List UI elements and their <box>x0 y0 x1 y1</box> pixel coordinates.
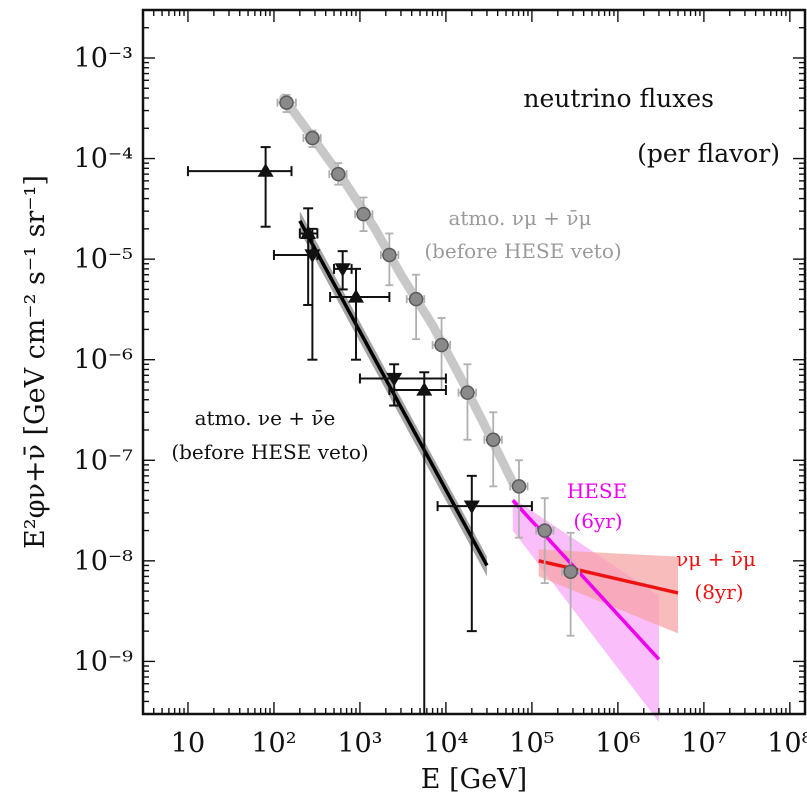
annotation-atmo-nue-line2: (before HESE veto) <box>171 440 368 464</box>
numu-8yr-line <box>538 559 679 595</box>
y-tick-label: 10⁻⁸ <box>74 546 134 577</box>
atmo-nue-up-marker <box>257 163 274 177</box>
atmo-nue-up-marker <box>347 289 364 303</box>
x-tick-label: 10² <box>251 728 296 759</box>
x-tick-label: 10⁸ <box>767 728 807 759</box>
y-tick-label: 10⁻³ <box>74 43 133 74</box>
atmo-numu-point-marker <box>279 95 294 110</box>
x-tick-label: 10⁷ <box>681 728 726 759</box>
annotation-atmo-numu-line1: atmo. νμ + ν̄μ <box>448 206 591 230</box>
annotation-main-line1: neutrino fluxes <box>523 84 714 113</box>
annotation-hese-line1: HESE <box>567 479 627 503</box>
atmo-numu-point-marker <box>434 337 449 353</box>
annotation-numu-8yr-line1: νμ + ν̄μ <box>676 547 756 571</box>
y-tick-label: 10⁻⁵ <box>74 244 133 275</box>
atmo-numu-point-marker <box>460 385 475 400</box>
atmo-numu-point-marker <box>382 247 397 263</box>
atmo-numu-point-marker <box>537 523 552 538</box>
atmo-nue-down-marker <box>334 263 351 277</box>
annotation-numu-8yr-line2: (8yr) <box>694 580 743 604</box>
atmo-numu-point-marker <box>305 130 320 146</box>
annotation-main-line2: (per flavor) <box>637 139 780 168</box>
atmo-nue-up-marker <box>416 381 433 396</box>
atmo-numu-point-marker <box>331 166 346 182</box>
hese-6yr-line <box>511 499 661 661</box>
y-tick-label: 10⁻⁴ <box>74 144 133 175</box>
annotation-atmo-nue-line1: atmo. νe + ν̄e <box>195 406 336 430</box>
atmo-numu-point-marker <box>511 479 527 494</box>
atmo-numu-point-marker <box>356 206 371 222</box>
x-tick-label: 10⁶ <box>595 728 640 759</box>
y-axis-label: E²φν+ν̄ [GeV cm⁻² s⁻¹ sr⁻¹] <box>20 175 51 549</box>
annotation-hese-line2: (6yr) <box>573 509 622 533</box>
y-tick-label: 10⁻⁶ <box>74 345 134 376</box>
x-tick-label: 10³ <box>337 728 382 759</box>
atmo-nue-down-marker <box>463 500 480 515</box>
x-tick-label: 10 <box>171 728 205 759</box>
atmo-nue-down-marker <box>386 372 403 387</box>
x-tick-label: 10⁴ <box>423 728 468 759</box>
y-tick-label: 10⁻⁷ <box>74 445 134 476</box>
x-tick-label: 10⁵ <box>509 728 554 759</box>
atmo-nue-down-marker <box>304 249 321 263</box>
plot-frame <box>141 8 807 716</box>
atmo-numu-point-marker <box>485 432 501 447</box>
atmo-numu-point-marker <box>563 564 578 579</box>
atmo-numu-point-marker <box>408 291 424 307</box>
atmo-numu-curve <box>279 93 518 488</box>
annotation-atmo-numu-line2: (before HESE veto) <box>424 239 621 263</box>
y-tick-label: 10⁻⁹ <box>74 646 134 677</box>
x-axis-label: E [GeV] <box>421 764 527 795</box>
